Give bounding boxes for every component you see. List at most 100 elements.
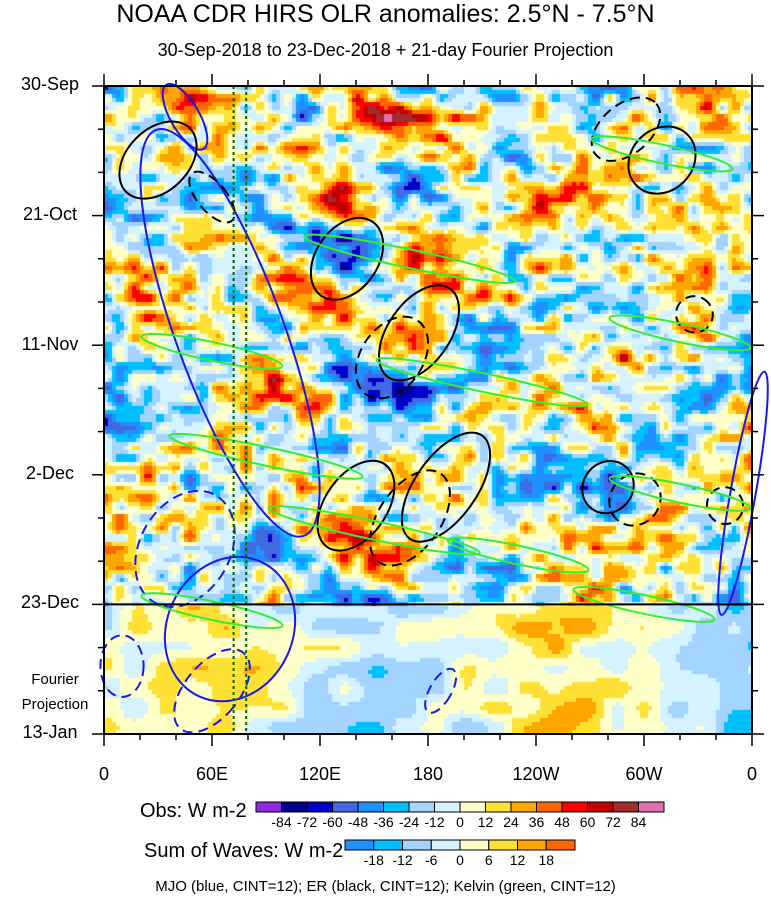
er-contour xyxy=(354,315,430,400)
x-tick-label: 60W xyxy=(625,764,663,784)
er-contour xyxy=(118,120,198,200)
waves-colorbar-tick: 6 xyxy=(484,852,493,868)
waves-colorbar-tick: -18 xyxy=(363,852,384,868)
obs-colorbar-box xyxy=(536,801,563,813)
er-contour xyxy=(608,472,662,527)
obs-colorbar-box xyxy=(459,801,486,813)
waves-colorbar-tick: 12 xyxy=(509,852,526,868)
er-contour xyxy=(705,486,745,526)
mjo-contour xyxy=(134,489,236,608)
er-contour xyxy=(309,216,385,301)
x-tick-label: 0 xyxy=(746,764,757,784)
obs-colorbar-box xyxy=(510,801,537,813)
y-tick-label: 11-Nov xyxy=(21,334,79,354)
obs-colorbar-tick: 24 xyxy=(503,814,519,830)
x-tick-label: 60E xyxy=(195,764,229,784)
x-tick-label: 120W xyxy=(512,764,560,784)
kelvin-contour xyxy=(267,505,481,556)
waves-colorbar-box xyxy=(344,839,375,851)
waves-colorbar-box xyxy=(488,839,518,851)
obs-colorbar-tick: 60 xyxy=(579,814,596,830)
obs-colorbar-tick: -12 xyxy=(424,814,445,830)
projection-label-line2: Projection xyxy=(21,696,89,713)
obs-colorbar-box xyxy=(383,801,410,813)
obs-colorbar-box xyxy=(332,801,359,813)
er-contour xyxy=(590,96,662,162)
mjo-contour xyxy=(99,634,145,698)
y-tick-label: 30-Sep xyxy=(20,74,80,94)
kelvin-contour xyxy=(168,432,364,480)
obs-colorbar-label: Obs: W m-2 xyxy=(140,800,247,822)
kelvin-contour xyxy=(590,135,734,173)
mjo-contour xyxy=(163,555,297,703)
waves-colorbar-box xyxy=(459,839,490,851)
obs-colorbar-box xyxy=(612,801,639,813)
er-contour xyxy=(581,460,635,515)
obs-colorbar-tick: 72 xyxy=(605,814,621,830)
y-tick-label: 23-Dec xyxy=(20,592,80,612)
obs-colorbar-box xyxy=(408,801,435,813)
y-tick-label: 2-Dec xyxy=(25,463,74,483)
kelvin-contour xyxy=(446,536,590,574)
kelvin-contour xyxy=(303,233,517,285)
chart-title: NOAA CDR HIRS OLR anomalies: 2.5°N - 7.5… xyxy=(116,0,655,28)
waves-colorbar-box xyxy=(430,839,461,851)
waves-colorbar-tick: 0 xyxy=(456,852,464,868)
obs-colorbar-box xyxy=(485,801,512,813)
chart-subtitle: 30-Sep-2018 to 23-Dec-2018 + 21-day Four… xyxy=(157,40,614,60)
obs-colorbar-tick: -24 xyxy=(398,814,420,830)
obs-colorbar-tick: 36 xyxy=(528,814,545,830)
obs-colorbar-tick: 12 xyxy=(477,814,494,830)
waves-colorbar-box xyxy=(545,839,576,851)
er-contour xyxy=(627,125,697,195)
footer-note: MJO (blue, CINT=12); ER (black, CINT=12)… xyxy=(155,878,616,895)
kelvin-contour xyxy=(608,314,752,352)
er-contour xyxy=(369,469,451,567)
waves-colorbar-tick: -12 xyxy=(392,852,413,868)
mjo-contour xyxy=(173,648,251,734)
obs-colorbar-box xyxy=(255,801,282,813)
er-contour xyxy=(675,295,714,334)
waves-colorbar-tick: -6 xyxy=(425,852,438,868)
plot-frame xyxy=(103,85,753,735)
obs-colorbar-box xyxy=(587,801,614,813)
waves-colorbar-tick: 18 xyxy=(538,852,555,868)
waves-colorbar-box xyxy=(373,839,403,851)
x-tick-label: 120E xyxy=(298,764,342,784)
obs-colorbar-tick: 84 xyxy=(630,814,647,830)
mjo-contour xyxy=(161,82,209,151)
mjo-contour xyxy=(717,370,769,616)
obs-colorbar-tick: -72 xyxy=(296,814,318,830)
mjo-contour xyxy=(139,128,321,538)
obs-colorbar-box xyxy=(281,801,308,813)
er-contour xyxy=(378,284,460,382)
kelvin-contour xyxy=(140,592,284,630)
x-tick-label: 180 xyxy=(412,764,444,784)
waves-colorbar-box xyxy=(402,839,432,851)
x-tick-label: 0 xyxy=(98,764,109,784)
obs-colorbar-tick: -60 xyxy=(322,814,343,830)
waves-colorbar-label: Sum of Waves: W m-2 xyxy=(144,840,344,862)
kelvin-contour xyxy=(608,474,752,512)
obs-colorbar-box xyxy=(638,801,665,813)
kelvin-contour xyxy=(140,332,284,370)
er-contour xyxy=(400,431,492,543)
kelvin-contour xyxy=(375,357,589,408)
projection-label-line1: Fourier xyxy=(31,671,79,688)
olr-anomaly-field xyxy=(104,86,752,734)
obs-colorbar-tick: -84 xyxy=(271,814,292,830)
er-contour xyxy=(188,170,236,224)
obs-colorbar-tick: -36 xyxy=(373,814,394,830)
mjo-contour xyxy=(424,667,458,714)
obs-colorbar-tick: -48 xyxy=(347,814,369,830)
obs-colorbar-box xyxy=(357,801,384,813)
obs-colorbar-tick: 0 xyxy=(456,814,464,830)
obs-colorbar-box xyxy=(306,801,333,813)
obs-colorbar-box xyxy=(561,801,588,813)
waves-colorbar-box xyxy=(517,839,547,851)
y-tick-label: 13-Jan xyxy=(22,722,78,742)
obs-colorbar-box xyxy=(434,801,461,813)
y-tick-label: 21-Oct xyxy=(22,204,78,224)
